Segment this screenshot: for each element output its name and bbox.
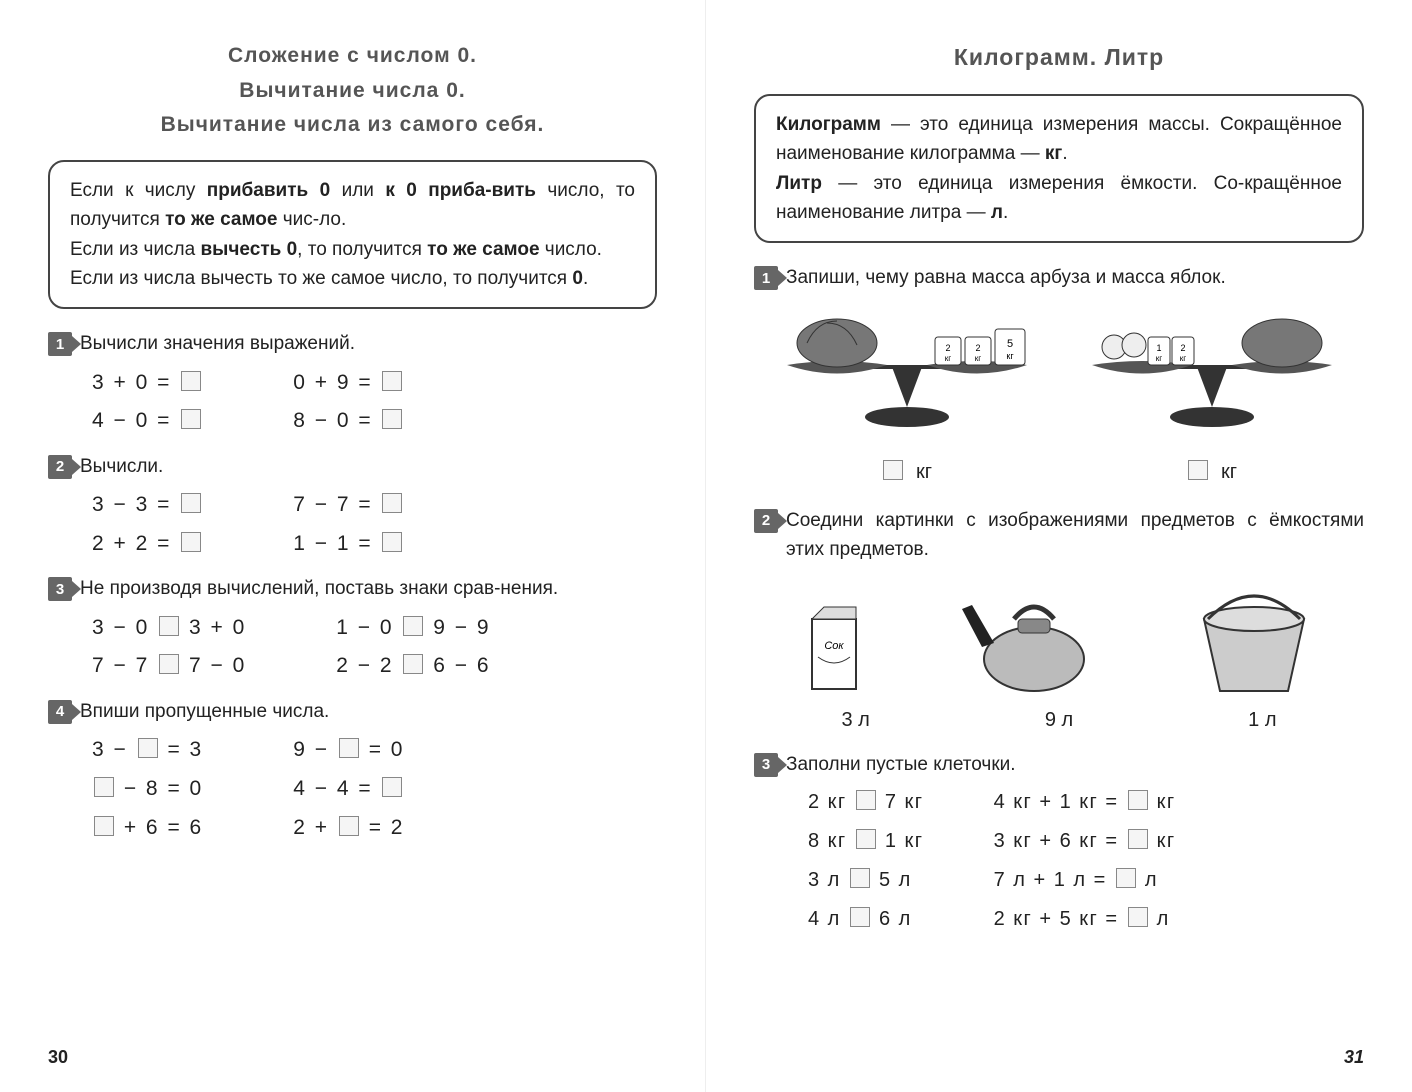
svg-text:кг: кг [1006,351,1014,361]
svg-text:2: 2 [975,343,980,353]
scale-answer-1: кг [881,457,932,488]
svg-text:2: 2 [945,343,950,353]
cap-2: 9 л [1045,705,1073,736]
left-title: Сложение с числом 0. Вычитание числа 0. … [48,40,657,142]
task-badge: 2 [754,509,778,533]
kettle-icon [954,589,1104,699]
equation: 3 л 5 л [808,865,924,896]
left-task-3: 3 Не производя вычислений, поставь знаки … [48,574,657,683]
title-line-2: Вычитание числа 0. [48,75,657,108]
equation: 2 + 2 = [92,528,203,561]
equation: 4 л 6 л [808,904,924,935]
cap-3: 1 л [1248,705,1276,736]
scale-answer-2: кг [1186,457,1237,488]
scale-right: 1 кг 2 кг [1082,307,1342,447]
svg-text:Сок: Сок [824,640,844,652]
page-right: Килограмм. Литр Килограмм — это единица … [706,0,1412,1092]
equation: 2 кг 7 кг [808,787,924,818]
equation: 7 л + 1 л = л [994,865,1176,896]
task-text: Вычисли. [80,452,657,481]
page-number-left: 30 [48,1044,68,1072]
left-task-4: 4 Впиши пропущенные числа. 3 − = 3 − 8 = 0… [48,697,657,844]
equation: 7 − 7 = [293,489,404,522]
scale-left: 2 кг 2 кг 5 кг [777,307,1037,447]
svg-text:2: 2 [1180,343,1185,353]
equation: 3 − 0 3 + 0 [92,612,246,645]
task-badge: 3 [754,753,778,777]
right-title: Килограмм. Литр [754,40,1364,76]
capacities-row: 3 л 9 л 1 л [754,705,1364,736]
title-line-3: Вычитание числа из самого себя. [48,109,657,142]
equation: − 8 = 0 [92,773,203,806]
equation: 3 − = 3 [92,734,203,767]
scale-answers: кг кг [754,457,1364,488]
svg-text:кг: кг [944,354,951,363]
juice-box-icon: Сок [794,599,874,699]
equation: 1 − 1 = [293,528,404,561]
equation: 9 − = 0 [293,734,404,767]
task-badge: 2 [48,455,72,479]
cap-1: 3 л [841,705,869,736]
equation: 4 − 4 = [293,773,404,806]
svg-text:кг: кг [974,354,981,363]
page-left: Сложение с числом 0. Вычитание числа 0. … [0,0,706,1092]
equation: 2 + = 2 [293,812,404,845]
task-text: Вычисли значения выражений. [80,329,657,358]
title-line-1: Сложение с числом 0. [48,40,657,73]
task-badge: 1 [754,266,778,290]
task-text: Не производя вычислений, поставь знаки с… [80,574,657,603]
left-rule-box: Если к числу прибавить 0 или к 0 приба-в… [48,160,657,310]
bucket-icon [1184,579,1324,699]
right-title-line: Килограмм. Литр [754,40,1364,76]
left-task-1: 1 Вычисли значения выражений. 3 + 0 = 4 − … [48,329,657,438]
task-text: Соедини картинки с изображениями предмет… [786,506,1364,565]
task-badge: 1 [48,332,72,356]
left-task-2: 2 Вычисли. 3 − 3 = 2 + 2 = 7 − 7 = 1 − 1 = [48,452,657,561]
svg-text:5: 5 [1006,338,1012,350]
svg-text:кг: кг [1179,354,1186,363]
task-text: Запиши, чему равна масса арбуза и масса … [786,263,1364,292]
equation: 1 − 0 9 − 9 [336,612,490,645]
task-text: Заполни пустые клеточки. [786,750,1364,779]
equation: 8 − 0 = [293,405,404,438]
svg-text:1: 1 [1156,343,1161,353]
svg-text:кг: кг [1155,354,1162,363]
equation: 3 − 3 = [92,489,203,522]
right-task-2: 2 Соедини картинки с изображениями предм… [754,506,1364,736]
right-rule-box: Килограмм — это единица измерения массы.… [754,94,1364,244]
page-number-right: 31 [1344,1044,1364,1072]
equation: 8 кг 1 кг [808,826,924,857]
scales-row: 2 кг 2 кг 5 кг 1 [754,307,1364,447]
equation: 4 − 0 = [92,405,203,438]
equation: 2 − 2 6 − 6 [336,650,490,683]
task-badge: 4 [48,700,72,724]
containers-row: Сок [754,579,1364,699]
equation: 2 кг + 5 кг = л [994,904,1176,935]
equation: 7 − 7 7 − 0 [92,650,246,683]
task-text: Впиши пропущенные числа. [80,697,657,726]
equation: 3 кг + 6 кг = кг [994,826,1176,857]
right-task-3: 3 Заполни пустые клеточки. 2 кг 7 кг 8 кг… [754,750,1364,935]
equation: 4 кг + 1 кг = кг [994,787,1176,818]
task-badge: 3 [48,577,72,601]
equation: 0 + 9 = [293,367,404,400]
equation: + 6 = 6 [92,812,203,845]
equation: 3 + 0 = [92,367,203,400]
right-task-1: 1 Запиши, чему равна масса арбуза и масс… [754,263,1364,487]
